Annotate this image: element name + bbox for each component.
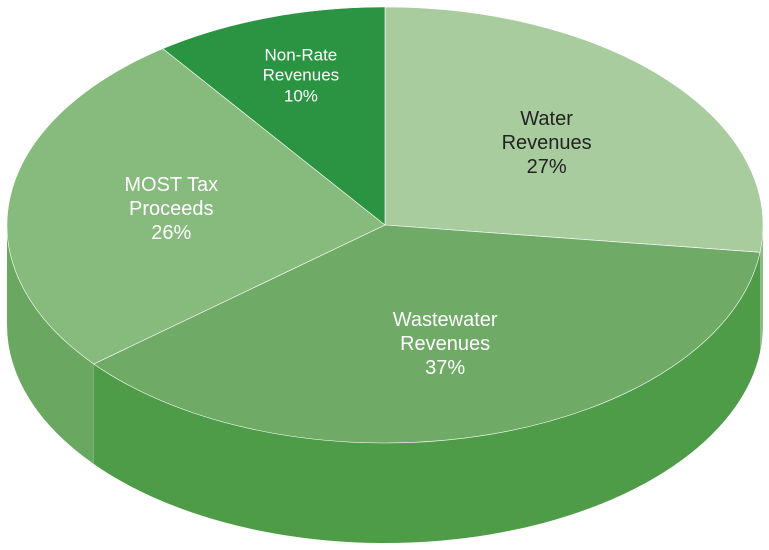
slice-label: MOST Tax Proceeds 26% (106, 173, 236, 245)
pie-slice (384, 6, 764, 253)
pie-slice (6, 48, 386, 365)
value-label: 10% (283, 85, 318, 105)
category-label: MOST Tax Proceeds (124, 174, 219, 221)
pie-slice-side (7, 225, 94, 464)
pie-slice-side (93, 252, 761, 544)
category-label: Wastewater Revenues (392, 309, 498, 356)
category-label: Non-Rate Revenues (262, 45, 340, 85)
category-label: Water Revenues (501, 107, 592, 154)
value-label: 27% (526, 155, 567, 178)
pie-slice-side (760, 225, 763, 353)
value-label: 26% (151, 222, 192, 245)
slice-label: Non-Rate Revenues 10% (246, 45, 356, 106)
slice-label: Water Revenues 27% (482, 107, 612, 179)
pie-slice (162, 6, 386, 226)
pie-slice (93, 224, 761, 444)
value-label: 37% (425, 357, 466, 380)
slice-label: Wastewater Revenues 37% (380, 308, 510, 380)
